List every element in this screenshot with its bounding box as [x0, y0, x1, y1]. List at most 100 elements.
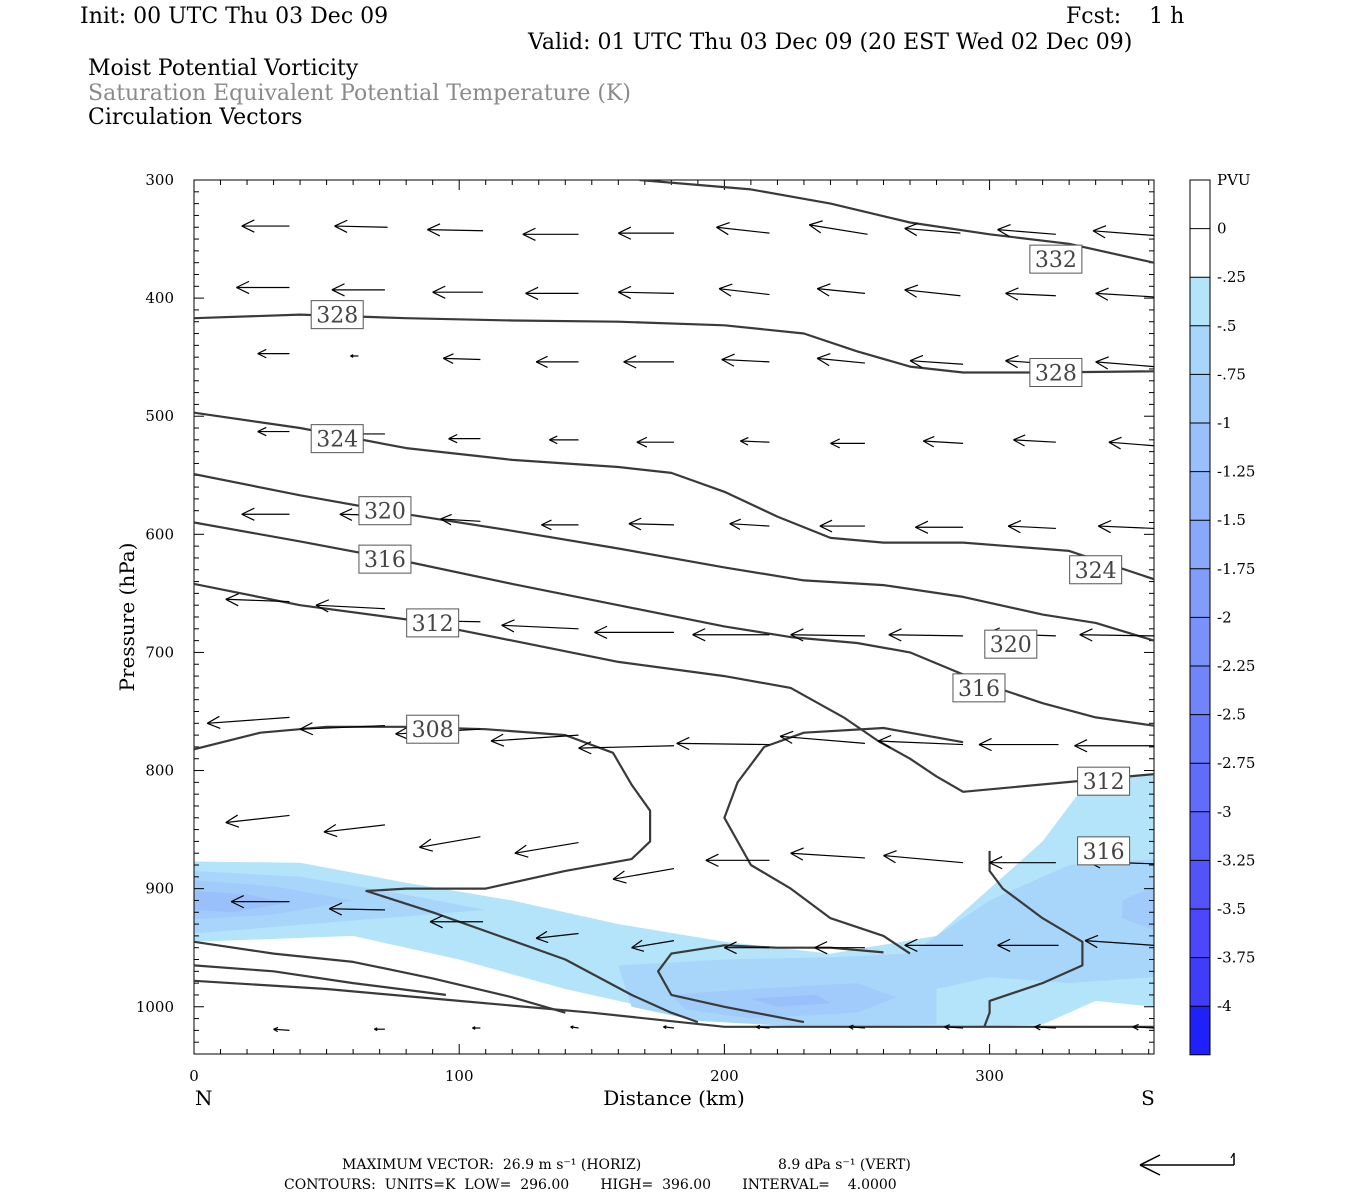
vector-head	[257, 426, 267, 433]
circulation-vector	[740, 436, 770, 446]
vector-head	[525, 292, 539, 301]
vector-head	[808, 224, 822, 234]
contour-label: 308	[406, 714, 460, 744]
circulation-vector	[299, 722, 385, 736]
contour-label-box	[1029, 358, 1083, 388]
vector-head	[718, 288, 732, 297]
vector-head	[323, 823, 337, 833]
forecast-hour: Fcst: 1 h	[1066, 4, 1185, 29]
circulation-vector	[514, 841, 579, 858]
pv-shade-region	[750, 994, 831, 1007]
vector-head	[331, 289, 345, 297]
vector-head	[790, 852, 804, 861]
vector-head	[888, 634, 902, 642]
circulation-vector	[535, 355, 579, 368]
contour-label-box	[1069, 555, 1123, 585]
circulation-vector	[816, 352, 865, 367]
circulation-vector	[718, 283, 770, 297]
colorbar-label: -1	[1217, 414, 1232, 432]
vector-head	[904, 227, 918, 237]
circulation-vector	[628, 517, 675, 531]
vector-head	[578, 741, 592, 749]
colorbar-swatch	[1190, 714, 1210, 764]
vector-shaft	[756, 1026, 770, 1029]
vector-shaft	[676, 742, 770, 746]
vector-head	[729, 518, 741, 525]
vector-head	[718, 283, 733, 290]
vector-head	[1084, 934, 1099, 942]
colorbar-swatch	[1190, 957, 1210, 1007]
vector-head	[257, 348, 267, 355]
field-title-theta-es: Saturation Equivalent Potential Temperat…	[88, 81, 631, 106]
vector-head	[618, 226, 632, 234]
vector-shaft	[848, 1026, 865, 1029]
circulation-vector	[225, 814, 290, 828]
vector-head	[236, 286, 250, 295]
vector-shaft	[536, 932, 579, 939]
colorbar-label: -3.75	[1217, 949, 1255, 967]
vector-head	[790, 628, 804, 636]
circulation-vector	[877, 734, 964, 749]
colorbar-swatch	[1190, 180, 1210, 229]
contour-label: 320	[358, 496, 412, 526]
contour-label-box	[1077, 766, 1131, 796]
contour-label-text: 324	[316, 428, 358, 453]
circulation-vector	[241, 507, 290, 521]
circulation-vector	[814, 941, 865, 955]
vector-head	[419, 838, 432, 848]
field-title-mpv: Moist Potential Vorticity	[88, 56, 359, 81]
circulation-vector	[848, 1024, 865, 1030]
contour-label-text: 324	[1075, 559, 1117, 584]
vector-head	[535, 355, 548, 363]
vector-head	[997, 944, 1011, 952]
vector-head	[549, 439, 558, 445]
circulation-vector	[472, 1026, 481, 1030]
vector-head	[514, 852, 529, 858]
circulation-vector	[549, 435, 579, 445]
vector-head	[877, 734, 892, 742]
circulation-vector	[225, 593, 290, 607]
vector-head	[790, 634, 804, 642]
vector-shaft	[440, 518, 481, 522]
vector-head	[816, 288, 830, 297]
vector-head	[819, 519, 833, 527]
circulation-vector	[618, 226, 674, 240]
circulation-vector	[1084, 934, 1154, 949]
colorbar-swatch	[1190, 666, 1210, 715]
circulation-vector	[705, 853, 770, 867]
vector-head	[1095, 292, 1109, 301]
vector-shaft	[1132, 1026, 1154, 1029]
vector-shaft	[878, 740, 964, 746]
axis-ticks	[193, 180, 1154, 1055]
vector-head	[944, 1024, 950, 1028]
circulation-vector	[1098, 519, 1154, 534]
vector-head	[904, 222, 919, 229]
contour-label: 332	[1029, 244, 1083, 274]
circulation-vector	[819, 519, 865, 533]
contour-label: 316	[952, 673, 1006, 703]
circulation-vector	[808, 220, 868, 235]
vector-head	[501, 619, 515, 626]
vector-head	[429, 915, 443, 923]
contour-label: 312	[406, 608, 460, 638]
circulation-vector	[334, 219, 388, 233]
vector-head	[779, 735, 793, 744]
circulation-vector	[909, 354, 964, 369]
vector-head	[594, 625, 608, 633]
vector-head	[904, 938, 918, 946]
contour-label-text: 316	[364, 548, 406, 573]
vector-head	[978, 737, 992, 746]
vector-shaft	[514, 841, 579, 854]
circulation-vector	[273, 1026, 290, 1033]
vector-head	[779, 730, 794, 737]
circulation-vector	[1034, 1023, 1056, 1031]
colorbar-label: -2	[1217, 608, 1232, 626]
vector-shaft	[817, 288, 865, 294]
vector-head	[1013, 434, 1026, 441]
vector-shaft	[578, 745, 675, 749]
contour-label-text: 332	[1035, 248, 1077, 273]
circulation-vector	[429, 915, 484, 929]
vector-head	[1092, 225, 1107, 232]
vector-head	[618, 285, 632, 293]
pv-colorbar: 0 -.25 -.5 -.75 -1 -1.25 -1.5 -1.75 -2 -2.25 -2.5 -…	[1189, 179, 1255, 1056]
